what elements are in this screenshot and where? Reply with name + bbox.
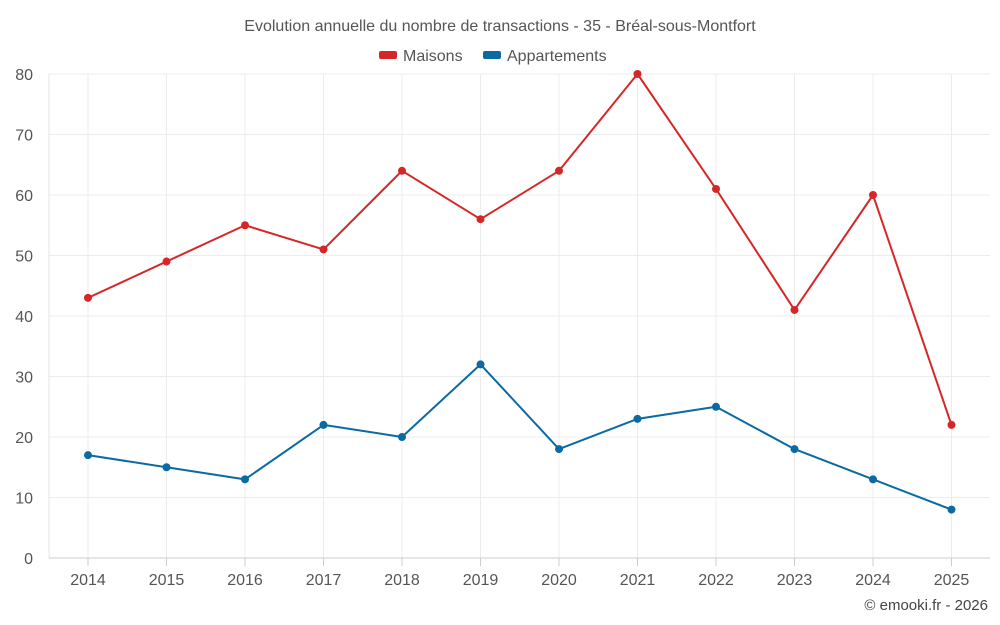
x-tick-label: 2019	[463, 572, 499, 589]
data-point-appartements[interactable]	[633, 414, 642, 423]
x-tick-label: 2024	[855, 572, 891, 589]
legend: Maisons Appartements	[379, 48, 607, 65]
data-point-maisons[interactable]	[790, 305, 799, 314]
data-point-maisons[interactable]	[555, 166, 563, 175]
y-tick-label: 40	[15, 309, 33, 326]
y-tick-label: 60	[15, 188, 33, 205]
series-line-maisons	[87, 73, 953, 426]
y-tick-label: 30	[15, 370, 33, 387]
y-tick-label: 80	[15, 67, 33, 84]
x-tick-label: 2015	[149, 572, 185, 589]
data-point-maisons[interactable]	[398, 166, 406, 175]
legend-swatch-appartements	[483, 51, 501, 59]
y-tick-label: 50	[15, 249, 33, 266]
y-tick-label: 10	[15, 491, 33, 508]
series-line-appartements	[87, 363, 953, 511]
x-tick-label: 2023	[777, 572, 813, 589]
data-point-appartements[interactable]	[790, 445, 799, 454]
x-tick-label: 2018	[384, 572, 420, 589]
data-point-maisons[interactable]	[869, 191, 877, 199]
chart-title: Evolution annuelle du nombre de transact…	[244, 18, 756, 35]
data-point-appartements[interactable]	[398, 433, 406, 441]
x-tick-label: 2020	[541, 572, 577, 589]
grid	[49, 73, 990, 558]
data-point-appartements[interactable]	[476, 360, 485, 369]
x-tick-label: 2022	[698, 572, 734, 589]
x-tick-label: 2021	[620, 572, 656, 589]
y-tick-label: 70	[15, 128, 33, 145]
data-point-maisons[interactable]	[241, 221, 249, 230]
x-tick-label: 2017	[306, 572, 342, 589]
legend-item-appartements[interactable]: Appartements	[483, 48, 607, 65]
x-tick-label: 2025	[934, 572, 970, 589]
data-point-maisons[interactable]	[633, 70, 642, 78]
data-point-maisons[interactable]	[476, 215, 485, 224]
x-tick-label: 2016	[227, 572, 263, 589]
x-tick-label: 2014	[70, 572, 106, 589]
legend-swatch-maisons	[379, 51, 397, 59]
data-point-appartements[interactable]	[84, 451, 92, 460]
data-point-maisons[interactable]	[84, 293, 92, 302]
axes: 0 10 20 30 40 50 60 70 80 2014 2015 2016 2017 2018 201…	[15, 67, 990, 589]
data-point-maisons[interactable]	[162, 257, 171, 266]
legend-label-appartements: Appartements	[507, 48, 607, 65]
legend-item-maisons[interactable]: Maisons	[379, 48, 463, 65]
y-tick-label: 20	[15, 430, 33, 447]
credit-text: © emooki.fr - 2026	[864, 597, 988, 614]
y-tick-label: 0	[24, 551, 33, 568]
data-point-appartements[interactable]	[712, 402, 720, 411]
data-point-maisons[interactable]	[319, 245, 328, 254]
data-point-appartements[interactable]	[555, 445, 563, 454]
data-point-appartements[interactable]	[947, 505, 956, 514]
data-point-appartements[interactable]	[319, 420, 328, 429]
data-point-maisons[interactable]	[947, 420, 956, 429]
data-point-appartements[interactable]	[869, 475, 877, 484]
data-point-maisons[interactable]	[712, 184, 720, 193]
legend-label-maisons: Maisons	[403, 48, 463, 65]
data-point-appartements[interactable]	[241, 475, 249, 484]
series-layer	[84, 70, 956, 514]
data-point-appartements[interactable]	[162, 463, 171, 472]
